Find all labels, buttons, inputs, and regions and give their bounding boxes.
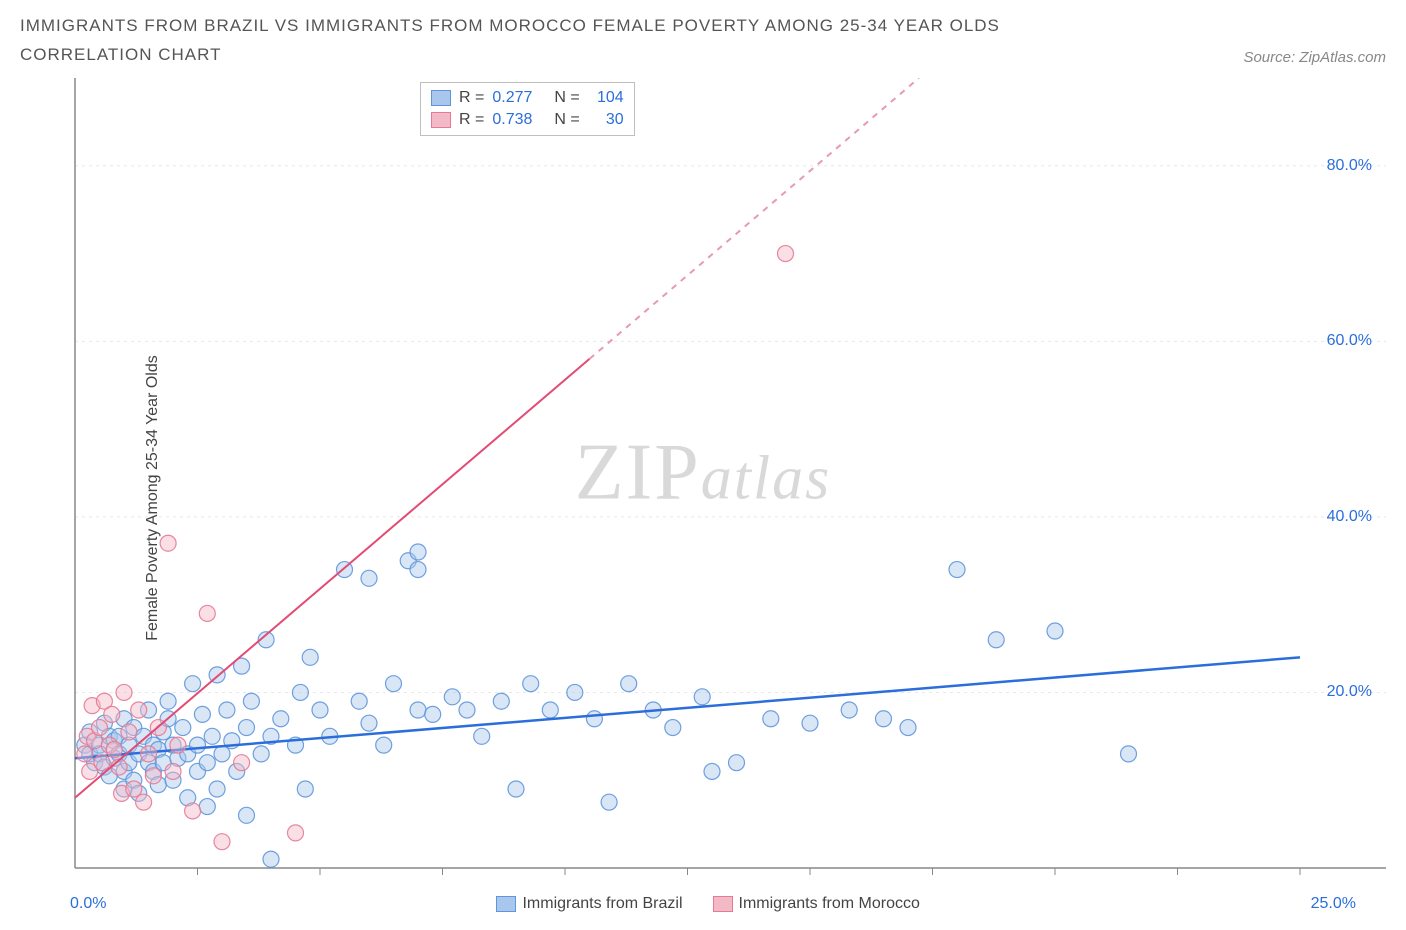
legend-series-label: Immigrants from Brazil <box>522 895 682 913</box>
legend-series-label: Immigrants from Morocco <box>739 895 920 913</box>
legend-bottom-bar: 0.0% Immigrants from BrazilImmigrants fr… <box>20 890 1386 918</box>
r-label: R = <box>459 111 484 129</box>
chart-header: IMMIGRANTS FROM BRAZIL VS IMMIGRANTS FRO… <box>20 12 1386 70</box>
legend-swatch <box>713 896 733 912</box>
r-label: R = <box>459 89 484 107</box>
chart-source: Source: ZipAtlas.com <box>1243 49 1386 70</box>
y-axis-label: Female Poverty Among 25-34 Year Olds <box>144 355 162 641</box>
legend-series-item: Immigrants from Brazil <box>496 895 682 913</box>
legend-stats-row: R = 0.738 N = 30 <box>431 109 624 131</box>
legend-stats: R = 0.277 N = 104 R = 0.738 N = 30 <box>420 82 635 136</box>
x-axis-min-label: 0.0% <box>70 895 106 913</box>
r-value: 0.277 <box>492 89 546 107</box>
n-label: N = <box>554 89 579 107</box>
y-tick-label: 20.0% <box>1327 683 1372 701</box>
y-tick-label: 80.0% <box>1327 157 1372 175</box>
y-tick-label: 40.0% <box>1327 508 1372 526</box>
n-label: N = <box>554 111 579 129</box>
legend-series: Immigrants from Brazil Immigrants from Mo… <box>496 895 919 913</box>
r-value: 0.738 <box>492 111 546 129</box>
y-tick-label: 60.0% <box>1327 332 1372 350</box>
legend-swatch <box>431 90 451 106</box>
n-value: 104 <box>588 89 624 107</box>
legend-stats-row: R = 0.277 N = 104 <box>431 87 624 109</box>
legend-swatch <box>496 896 516 912</box>
n-value: 30 <box>588 111 624 129</box>
legend-swatch <box>431 112 451 128</box>
x-axis-max-label: 25.0% <box>1311 895 1356 913</box>
legend-series-item: Immigrants from Morocco <box>713 895 920 913</box>
chart-title: IMMIGRANTS FROM BRAZIL VS IMMIGRANTS FRO… <box>20 12 1120 70</box>
scatter-chart <box>20 78 1386 918</box>
chart-container: Female Poverty Among 25-34 Year Olds ZIP… <box>20 78 1386 918</box>
